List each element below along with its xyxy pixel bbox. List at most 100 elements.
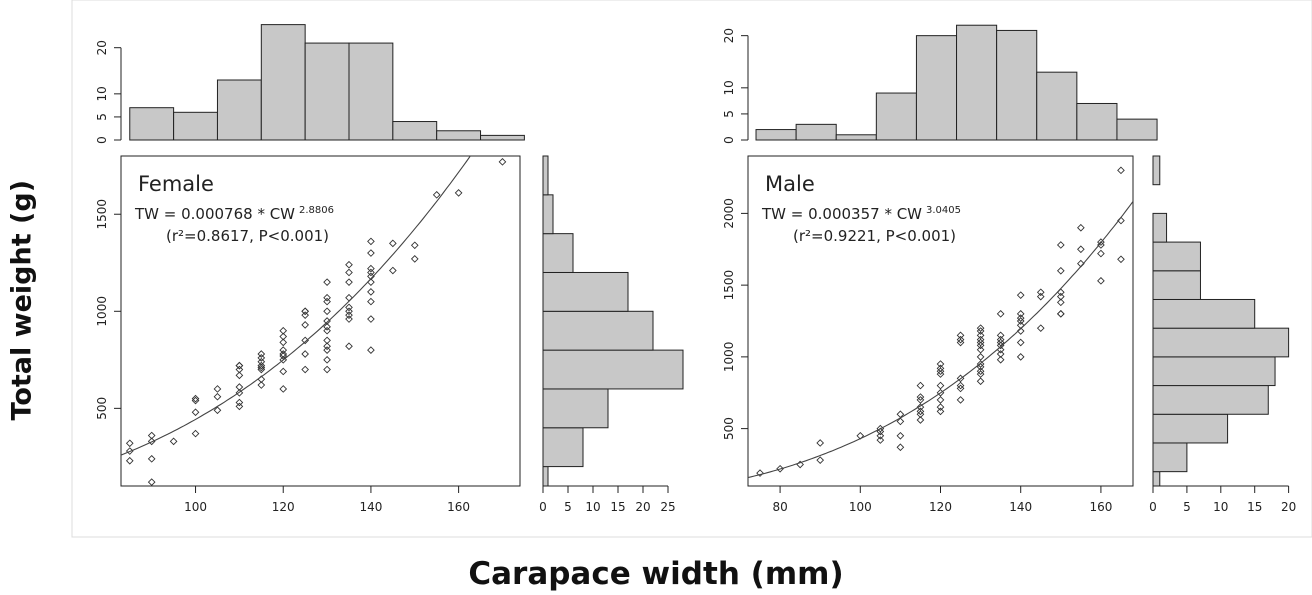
female-top-hist-bar <box>480 134 525 141</box>
female-y-tick-label: 500 <box>95 397 109 420</box>
female-data-point <box>367 264 375 273</box>
female-data-point <box>345 268 353 277</box>
male-data-point <box>936 364 945 373</box>
female-data-point <box>323 346 331 354</box>
female-data-point <box>279 350 288 358</box>
male-data-point <box>976 341 985 350</box>
female-data-point <box>323 342 331 351</box>
male-data-point <box>896 431 905 440</box>
female-data-point <box>498 157 507 166</box>
female-side-hist-bar <box>542 155 549 196</box>
male-data-point <box>1036 288 1045 297</box>
female-data-point <box>454 189 463 197</box>
female-data-point <box>235 383 244 391</box>
male-top-hist-bar <box>1036 71 1078 141</box>
female-fit-stats: (r²=0.8617, P<0.001) <box>166 227 329 245</box>
male-data-point <box>956 384 965 393</box>
female-data-point <box>191 429 200 438</box>
male-x-tick-label: 120 <box>929 500 952 514</box>
male-side-hist-bar <box>1152 442 1188 473</box>
male-data-point <box>816 456 825 465</box>
female-top-hist-bar <box>173 111 218 141</box>
male-data-point <box>876 431 885 440</box>
female-data-point <box>367 249 375 257</box>
male-data-point <box>916 403 925 411</box>
female-data-point <box>125 447 134 455</box>
female-top-hist-tick-label: 5 <box>95 113 109 121</box>
male-data-point <box>1016 338 1025 347</box>
male-top-hist-bar <box>956 24 998 141</box>
female-data-point <box>323 355 331 364</box>
female-data-point <box>367 315 375 323</box>
female-data-point <box>235 361 244 370</box>
female-side-hist-bar <box>542 194 554 235</box>
male-side-hist-tick-label: 10 <box>1213 500 1228 514</box>
male-data-point <box>976 331 985 340</box>
male-data-point <box>1016 291 1025 300</box>
female-panel-title: Female <box>138 172 214 196</box>
male-data-point <box>936 360 945 368</box>
male-data-point <box>956 338 965 347</box>
male-data-point <box>1056 309 1065 318</box>
female-x-tick-label: 100 <box>184 500 207 514</box>
male-data-point <box>976 327 985 335</box>
male-side-hist-bar <box>1152 356 1276 387</box>
male-side-hist-bar <box>1152 241 1201 272</box>
female-top-hist-bar <box>436 130 482 141</box>
male-x-tick-label: 140 <box>1009 500 1032 514</box>
male-data-point <box>916 407 925 416</box>
female-top-hist-bar <box>304 42 350 141</box>
female-top-hist-bar <box>348 42 394 141</box>
female-equation: TW = 0.000768 * CW 2.8806 <box>134 205 334 223</box>
female-side-hist-bar <box>542 310 654 351</box>
female-data-point <box>345 307 353 316</box>
male-data-point <box>996 355 1005 364</box>
female-data-point <box>235 371 244 380</box>
female-data-point <box>213 406 222 415</box>
male-side-hist-tick-label: 0 <box>1149 500 1157 514</box>
female-data-point <box>323 336 331 345</box>
female-data-point <box>279 338 288 347</box>
female-side-hist-bar <box>542 427 584 468</box>
male-fit-curve <box>748 201 1133 479</box>
male-data-point <box>1056 292 1065 301</box>
female-data-point <box>279 385 288 393</box>
x-axis-title: Carapace width (mm) <box>468 556 844 592</box>
female-data-point <box>367 237 375 246</box>
female-data-point <box>432 190 441 199</box>
female-data-point <box>345 260 353 269</box>
male-data-point <box>936 370 945 378</box>
female-data-point <box>301 365 309 374</box>
male-y-tick-label: 500 <box>722 417 736 440</box>
female-data-point <box>367 288 375 296</box>
female-data-point <box>345 278 353 287</box>
female-y-tick-label: 1500 <box>95 199 109 230</box>
female-data-point <box>213 385 222 393</box>
female-data-point <box>257 357 266 366</box>
male-data-point <box>976 363 985 371</box>
female-data-point <box>410 255 419 263</box>
male-data-point <box>816 439 825 447</box>
male-data-point <box>976 360 985 368</box>
male-data-point <box>976 345 985 354</box>
female-top-hist-tick-label: 10 <box>95 86 109 101</box>
female-data-point <box>367 272 375 281</box>
male-data-point <box>916 410 925 419</box>
male-data-point <box>976 353 985 361</box>
female-top-hist-tick-label: 20 <box>95 40 109 55</box>
female-data-point <box>191 408 200 417</box>
male-side-hist-bar <box>1152 327 1290 358</box>
male-side-hist-bar <box>1152 471 1161 487</box>
male-data-point <box>916 416 925 424</box>
male-data-point <box>1036 292 1045 301</box>
male-top-hist-tick-label: 20 <box>722 28 736 43</box>
female-side-hist-bar <box>542 233 574 273</box>
male-data-point <box>1016 317 1025 325</box>
female-side-hist-tick-label: 25 <box>660 500 675 514</box>
male-top-hist-bar <box>875 92 917 141</box>
male-side-hist-bar <box>1152 298 1256 329</box>
male-top-hist-tick-label: 5 <box>722 110 736 118</box>
female-data-point <box>323 297 331 306</box>
female-data-point <box>301 311 309 320</box>
male-data-point <box>1097 241 1105 249</box>
